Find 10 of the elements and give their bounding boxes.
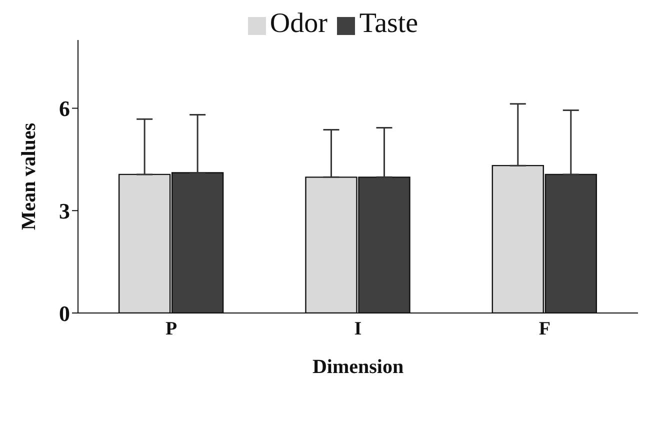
x-tick-label: P <box>166 318 178 340</box>
x-tick-label: F <box>538 318 550 340</box>
y-tick-label: 0 <box>59 300 70 326</box>
x-axis-title: Dimension <box>312 356 404 378</box>
legend-label: Taste <box>359 8 418 39</box>
y-tick-label: 6 <box>59 96 70 122</box>
x-tick-label: I <box>354 318 362 340</box>
y-tick-label: 3 <box>59 198 70 224</box>
y-axis-title: Mean values <box>18 122 40 230</box>
legend-label: Odor <box>270 8 328 39</box>
